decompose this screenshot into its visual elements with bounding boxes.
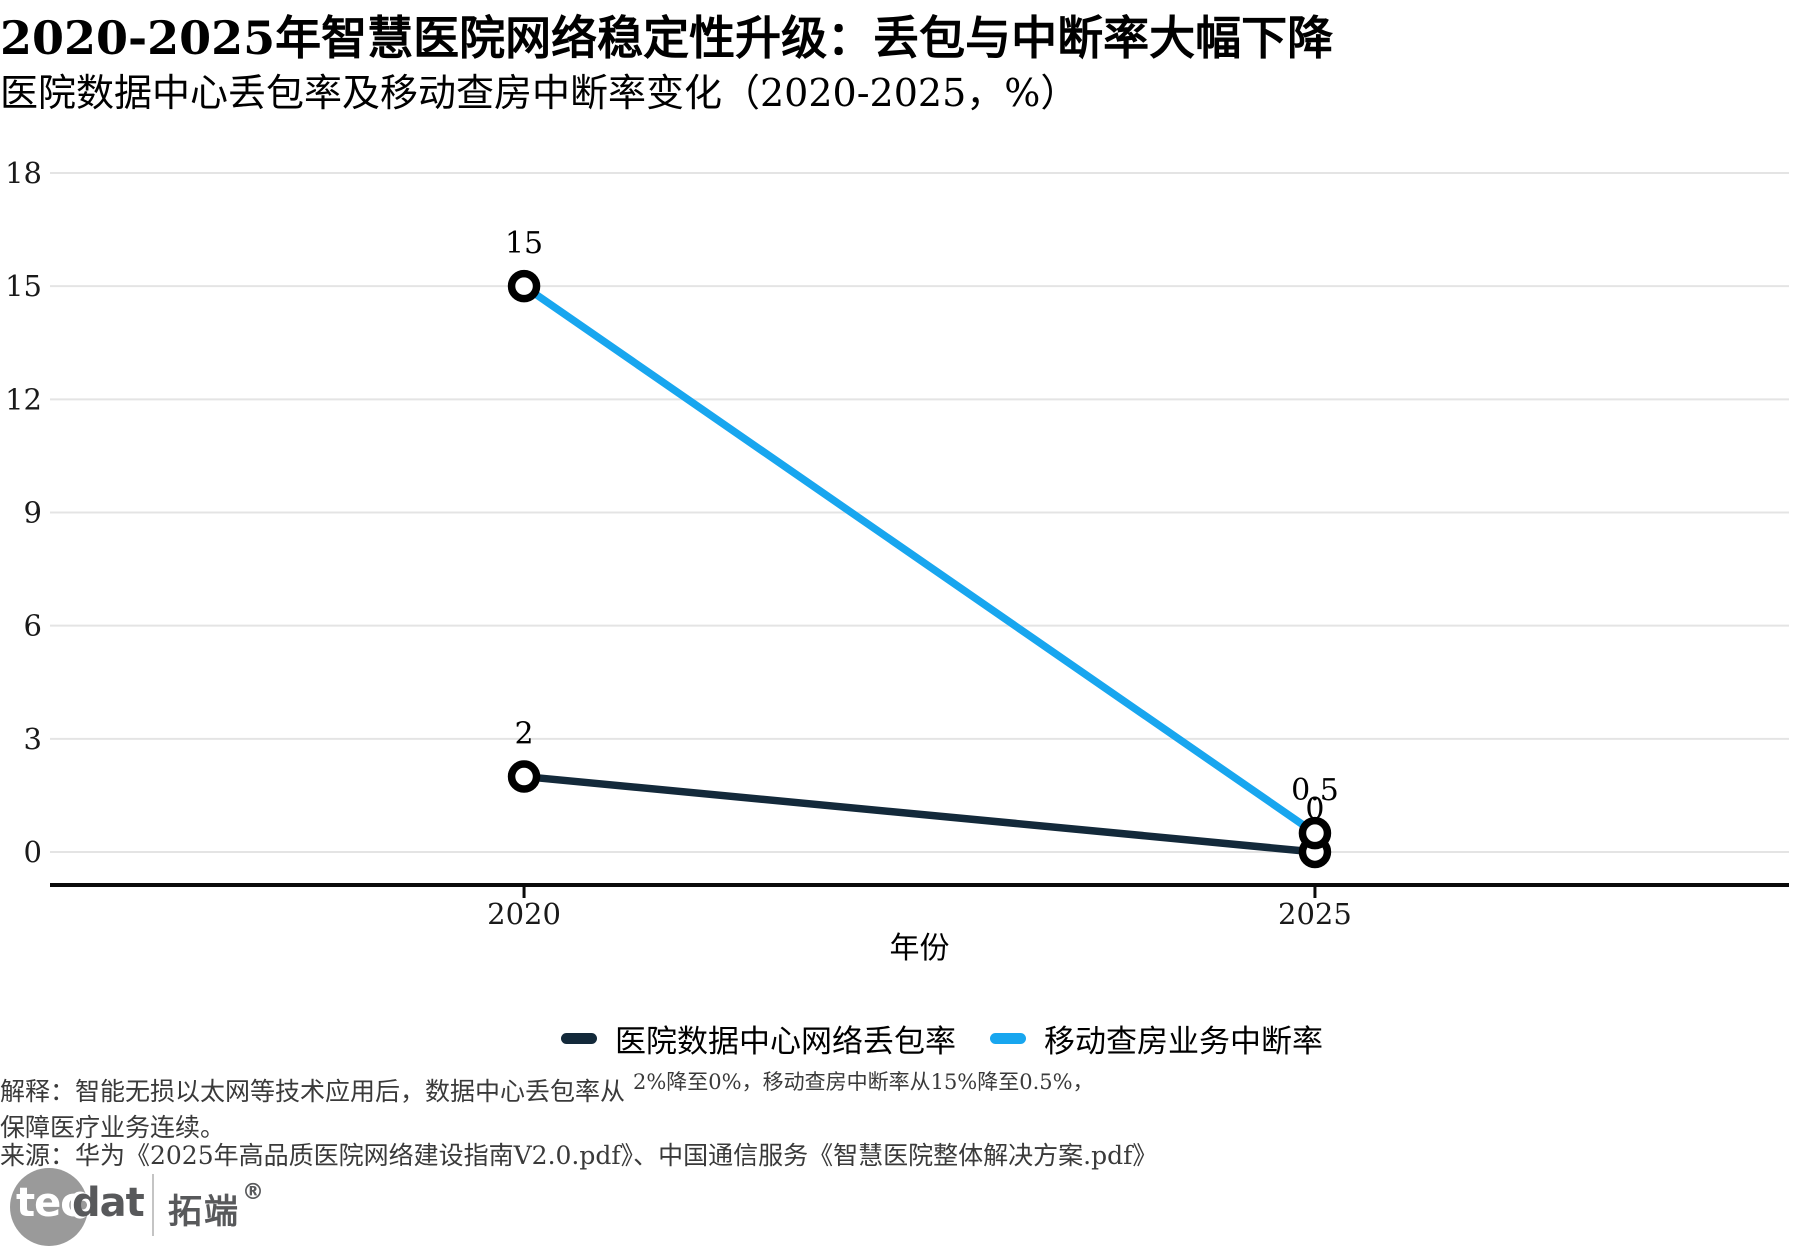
legend-item-interruption: 移动查房业务中断率 <box>990 1016 1323 1061</box>
y-tick-label: 15 <box>5 269 42 303</box>
footnote-explanation-raised: 2%降至0%，移动查房中断率从15%降至0.5%， <box>632 1070 1094 1094</box>
tecdat-logo-dat: dat <box>72 1180 145 1226</box>
tecdat-logo: tec dat 拓端 ® <box>10 1166 430 1248</box>
legend-swatch-packet-loss <box>561 1032 597 1044</box>
y-tick-label: 18 <box>5 156 42 190</box>
legend-item-packet-loss: 医院数据中心网络丢包率 <box>561 1016 956 1061</box>
tecdat-logo-cn: 拓端 <box>168 1192 240 1232</box>
chart-title: 2020-2025年智慧医院网络稳定性升级：丢包与中断率大幅下降 <box>0 11 1334 65</box>
x-axis-title: 年份 <box>890 931 950 966</box>
y-tick-label: 12 <box>5 382 42 416</box>
y-tick-label: 0 <box>24 835 42 869</box>
x-tick-label: 2025 <box>1278 897 1352 931</box>
footnote-explanation-text: 解释：智能无损以太网等技术应用后，数据中心丢包率从 <box>0 1077 633 1106</box>
data-label: 15 <box>505 226 543 261</box>
data-point-marker <box>1298 816 1332 850</box>
legend-label-interruption: 移动查房业务中断率 <box>1044 1023 1323 1060</box>
chart-legend: 医院数据中心网络丢包率 移动查房业务中断率 <box>35 1014 1814 1062</box>
footnote-explanation: 解释：智能无损以太网等技术应用后，数据中心丢包率从 2%降至0%，移动查房中断率… <box>0 1064 1500 1146</box>
series-line-1 <box>520 282 1319 837</box>
x-tick-label: 2020 <box>487 897 561 931</box>
y-tick-label: 6 <box>24 609 42 643</box>
footnote-explanation-line2: 保障医疗业务连续。 <box>0 1113 226 1142</box>
registered-trademark-icon: ® <box>242 1180 264 1205</box>
tecdat-logo-circle <box>10 1168 88 1246</box>
data-label: 0.5 <box>1291 773 1339 808</box>
y-tick-label: 3 <box>24 722 42 756</box>
y-tick-label: 9 <box>24 496 42 530</box>
legend-label-packet-loss: 医院数据中心网络丢包率 <box>615 1023 956 1060</box>
data-point-marker <box>507 269 541 303</box>
chart-subtitle: 医院数据中心丢包率及移动查房中断率变化（2020-2025，%） <box>0 71 1079 115</box>
data-label: 2 <box>515 717 534 752</box>
tecdat-logo-divider <box>152 1174 154 1236</box>
tecdat-logo-tec: tec <box>16 1180 84 1226</box>
data-point-marker <box>507 760 541 793</box>
footnote-source: 来源：华为《2025年高品质医院网络建设指南V2.0.pdf》、中国通信服务《智… <box>0 1141 1158 1170</box>
series-line-0 <box>520 772 1319 856</box>
legend-swatch-interruption <box>990 1032 1026 1044</box>
